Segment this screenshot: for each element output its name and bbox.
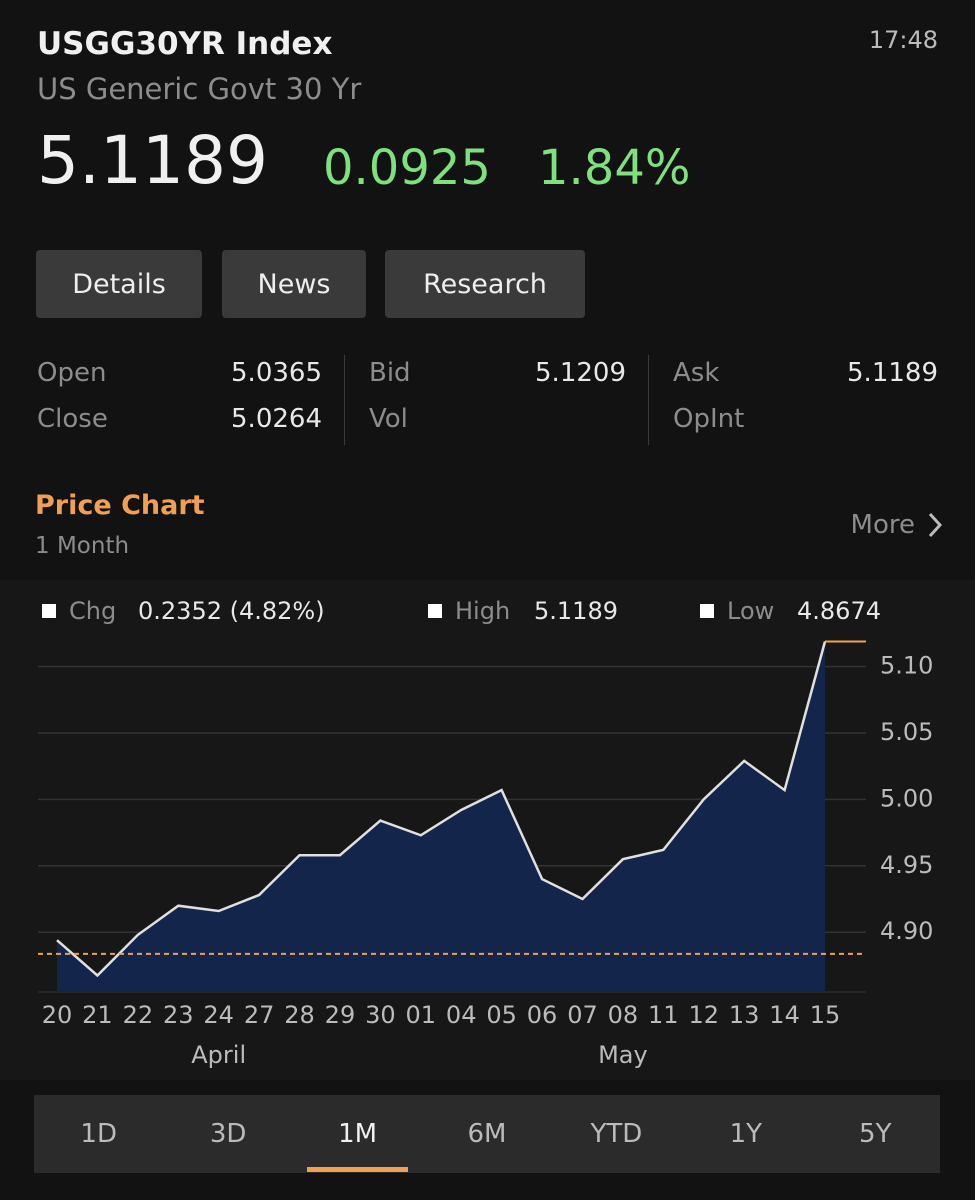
- legend-label: Low: [727, 597, 774, 625]
- more-text: More: [850, 510, 915, 540]
- subtitle: US Generic Govt 30 Yr: [37, 72, 362, 106]
- y-tick-label: 5.05: [880, 718, 933, 746]
- chart: Chg 0.2352 (4.82%) High 5.1189 Low 4.8674 4.90…: [0, 580, 975, 1080]
- period-bar: 1D 3D 1M 6M YTD 1Y 5Y: [34, 1095, 940, 1173]
- x-tick-label: 15: [810, 1001, 841, 1029]
- x-tick-label: 12: [688, 1001, 719, 1029]
- x-tick-label: 04: [446, 1001, 477, 1029]
- period-tab[interactable]: 1M: [338, 1119, 378, 1149]
- area: [57, 641, 825, 992]
- legend-value: 0.2352 (4.82%): [138, 597, 325, 625]
- period-tab[interactable]: 1D: [80, 1119, 117, 1149]
- more-link[interactable]: More: [851, 510, 943, 540]
- x-tick-label: 21: [82, 1001, 113, 1029]
- x-tick-label: 27: [244, 1001, 275, 1029]
- x-tick-label: 13: [729, 1001, 760, 1029]
- legend-label: High: [455, 597, 510, 625]
- quote-label: Ask: [673, 358, 720, 388]
- x-tick-label: 14: [769, 1001, 800, 1029]
- chevron: [928, 512, 943, 538]
- divider: [648, 355, 649, 445]
- quote-label: OpInt: [673, 404, 745, 434]
- quote-label: Close: [37, 404, 108, 434]
- legend-swatch: [428, 604, 442, 618]
- x-tick-label: 22: [123, 1001, 154, 1029]
- x-tick-label: 01: [406, 1001, 437, 1029]
- legend-swatch: [700, 604, 714, 618]
- quote-label: Bid: [369, 358, 411, 388]
- month-label: May: [598, 1041, 648, 1069]
- x-tick-label: 05: [486, 1001, 517, 1029]
- period-tab[interactable]: 6M: [467, 1119, 507, 1149]
- x-tick-label: 28: [284, 1001, 315, 1029]
- y-tick-label: 4.90: [880, 917, 933, 945]
- divider: [344, 355, 345, 445]
- change-pct: 1.84%: [538, 140, 691, 196]
- period-underline: [306, 1167, 409, 1172]
- price-line: [56, 641, 827, 978]
- legend-value: 4.8674: [797, 597, 881, 625]
- y-tick-label: 5.00: [880, 784, 933, 812]
- period-tab[interactable]: YTD: [590, 1119, 643, 1149]
- x-tick-label: 20: [42, 1001, 73, 1029]
- x-tick-label: 23: [163, 1001, 194, 1029]
- legend-value: 5.1189: [534, 597, 618, 625]
- y-tick-label: 5.10: [880, 652, 933, 680]
- legend-swatch: [42, 604, 56, 618]
- y-tick-label: 4.95: [880, 851, 933, 879]
- quote-label: Open: [37, 358, 107, 388]
- quote-value: 5.0365: [231, 358, 322, 388]
- price: 5.1189: [37, 122, 268, 199]
- period-tab[interactable]: 5Y: [859, 1119, 892, 1149]
- quote-value: 5.0264: [231, 404, 322, 434]
- quote-value: 5.1189: [847, 358, 938, 388]
- legend-label: Chg: [69, 597, 116, 625]
- x-tick-label: 06: [527, 1001, 558, 1029]
- period-tab[interactable]: 1Y: [729, 1119, 763, 1149]
- tab-button[interactable]: Research: [385, 250, 585, 318]
- section-subtitle: 1 Month: [35, 533, 130, 559]
- x-tick-label: 11: [648, 1001, 679, 1029]
- change: 0.0925: [323, 140, 491, 196]
- quote-label: Vol: [369, 404, 408, 434]
- x-tick-label: 07: [567, 1001, 598, 1029]
- section-title: Price Chart: [35, 490, 205, 521]
- month-label: April: [191, 1041, 246, 1069]
- quote-value: 5.1209: [535, 358, 626, 388]
- tab-button[interactable]: Details: [36, 250, 202, 318]
- period-tab[interactable]: 3D: [209, 1119, 247, 1149]
- title: USGG30YR Index: [37, 26, 333, 62]
- clock: 17:48: [868, 26, 938, 54]
- x-tick-label: 29: [325, 1001, 356, 1029]
- x-tick-label: 08: [608, 1001, 639, 1029]
- x-tick-label: 30: [365, 1001, 396, 1029]
- x-tick-label: 24: [203, 1001, 234, 1029]
- tab-button[interactable]: News: [222, 250, 366, 318]
